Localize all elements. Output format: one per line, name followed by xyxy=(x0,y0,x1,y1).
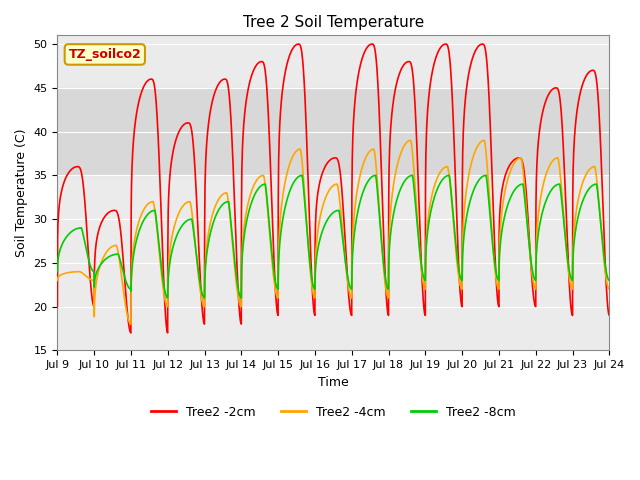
Tree2 -2cm xyxy=(127,330,134,336)
Legend: Tree2 -2cm, Tree2 -4cm, Tree2 -8cm: Tree2 -2cm, Tree2 -4cm, Tree2 -8cm xyxy=(147,401,520,424)
Line: Tree2 -8cm: Tree2 -8cm xyxy=(58,175,609,298)
Tree2 -8cm xyxy=(536,223,543,229)
Tree2 -4cm xyxy=(54,277,61,283)
Tree2 -8cm xyxy=(54,269,61,275)
Tree2 -4cm xyxy=(266,227,273,232)
Line: Tree2 -4cm: Tree2 -4cm xyxy=(58,140,609,324)
Tree2 -2cm xyxy=(294,41,302,47)
Tree2 -2cm xyxy=(116,226,124,232)
Title: Tree 2 Soil Temperature: Tree 2 Soil Temperature xyxy=(243,15,424,30)
Tree2 -4cm xyxy=(127,321,134,327)
Tree2 -2cm xyxy=(289,45,297,51)
Tree2 -4cm xyxy=(116,264,124,270)
X-axis label: Time: Time xyxy=(318,376,349,389)
Text: TZ_soilco2: TZ_soilco2 xyxy=(68,48,141,61)
Tree2 -8cm xyxy=(200,295,208,301)
Tree2 -2cm xyxy=(54,304,61,310)
Tree2 -8cm xyxy=(595,202,603,207)
Tree2 -4cm xyxy=(481,137,488,143)
Tree2 -4cm xyxy=(289,153,297,158)
Tree2 -8cm xyxy=(289,180,297,186)
Line: Tree2 -2cm: Tree2 -2cm xyxy=(58,44,609,333)
Tree2 -2cm xyxy=(266,132,273,138)
Tree2 -2cm xyxy=(536,129,543,134)
Y-axis label: Soil Temperature (C): Soil Temperature (C) xyxy=(15,129,28,257)
Tree2 -4cm xyxy=(536,203,543,208)
Tree2 -4cm xyxy=(150,199,157,205)
Tree2 -8cm xyxy=(266,221,273,227)
Tree2 -8cm xyxy=(605,277,613,283)
Tree2 -2cm xyxy=(605,312,613,318)
Tree2 -2cm xyxy=(595,107,603,113)
Tree2 -8cm xyxy=(149,208,157,214)
Tree2 -4cm xyxy=(595,199,603,205)
Tree2 -2cm xyxy=(150,78,157,84)
Tree2 -4cm xyxy=(605,286,613,292)
Tree2 -8cm xyxy=(116,258,124,264)
Bar xyxy=(58,88,609,175)
Tree2 -8cm xyxy=(482,172,490,178)
